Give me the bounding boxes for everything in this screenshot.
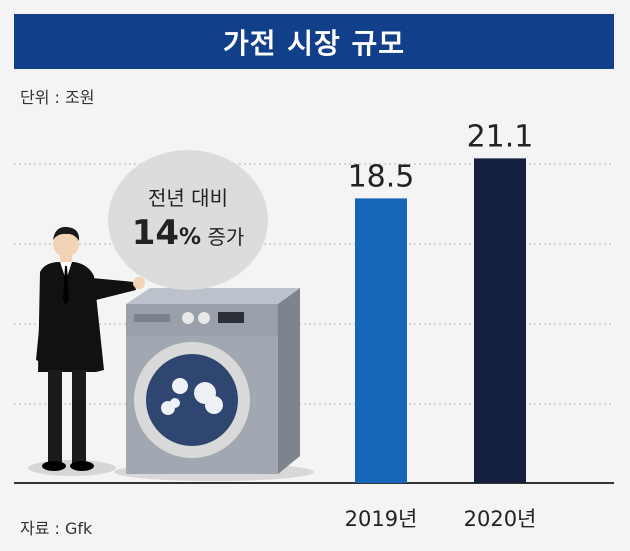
bars <box>355 158 526 483</box>
category-labels: 2019년 2020년 <box>345 507 537 531</box>
bar-value-label: 18.5 <box>348 159 415 194</box>
bar-2019년 <box>355 198 407 483</box>
businessman-illustration <box>28 226 145 476</box>
source-label: 자료 : Gfk <box>20 519 93 538</box>
chart-title: 가전 시장 규모 <box>222 26 406 60</box>
callout-suffix: 증가 <box>207 224 245 249</box>
callout-line2: 14% 증가 <box>132 213 245 253</box>
callout-line1: 전년 대비 <box>148 185 228 210</box>
category-label: 2019년 <box>345 507 418 531</box>
growth-callout: 전년 대비 14% 증가 <box>108 150 268 290</box>
bar-value-label: 21.1 <box>467 119 534 154</box>
bar-value-labels: 18.5 21.1 <box>348 119 534 194</box>
callout-percent: % <box>179 224 202 250</box>
bar-2020년 <box>474 158 526 483</box>
washing-machine-illustration <box>114 288 314 481</box>
title-bar: 가전 시장 규모 <box>14 14 614 69</box>
callout-number: 14 <box>131 212 180 253</box>
unit-label: 단위 : 조원 <box>20 88 95 107</box>
category-label: 2020년 <box>464 507 537 531</box>
